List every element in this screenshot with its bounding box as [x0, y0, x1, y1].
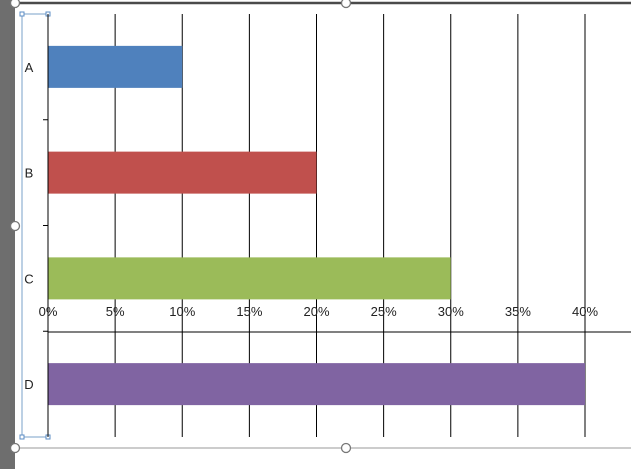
x-tick-label: 30%	[438, 304, 464, 319]
x-tick-label: 40%	[572, 304, 598, 319]
selection-handle-top-left[interactable]	[19, 11, 25, 17]
category-label-a: A	[25, 60, 34, 75]
bar-c[interactable]	[48, 257, 451, 300]
resize-handle-top-left[interactable]	[9, 0, 21, 9]
bar-a[interactable]	[48, 45, 183, 88]
resize-handle-top-mid[interactable]	[340, 0, 352, 9]
bar-b[interactable]	[48, 151, 317, 194]
bars	[48, 45, 585, 406]
resize-handle-bottom-mid[interactable]	[340, 442, 352, 454]
category-labels: A B C D	[24, 60, 33, 392]
resize-handle-bottom-left[interactable]	[9, 442, 21, 454]
chart-area-frame[interactable]	[9, 0, 631, 454]
category-label-d: D	[24, 377, 33, 392]
resize-handle-mid-left[interactable]	[9, 220, 21, 232]
x-tick-label: 25%	[371, 304, 397, 319]
x-tick-label: 10%	[169, 304, 195, 319]
category-tick-marks	[43, 119, 48, 332]
x-tick-label: 35%	[505, 304, 531, 319]
x-tick-label: 5%	[106, 304, 125, 319]
x-tick-label: 15%	[236, 304, 262, 319]
bar-d[interactable]	[48, 363, 585, 406]
x-tick-label: 20%	[303, 304, 329, 319]
category-label-b: B	[25, 166, 34, 181]
category-label-c: C	[24, 271, 33, 286]
selection-handle-bottom-left[interactable]	[19, 434, 25, 440]
window-edge-strip	[0, 0, 15, 469]
value-tick-labels: 0% 5% 10% 15% 20% 25% 30% 35% 40%	[39, 304, 599, 319]
x-tick-label: 0%	[39, 304, 58, 319]
